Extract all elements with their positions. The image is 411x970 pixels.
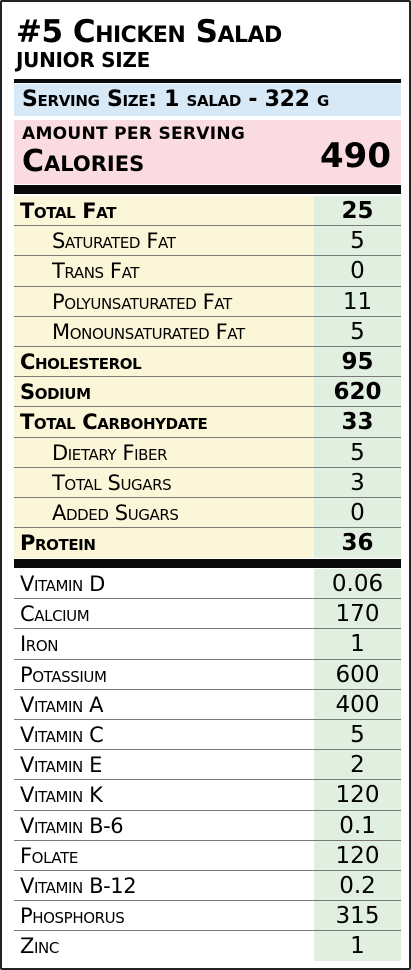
nutrient-name: Dietary Fiber [52,440,168,465]
table-row: Saturated Fat 5 [14,226,401,257]
amount-per-serving-label: Amount per serving [22,124,246,144]
vitamin-name: Phosphorus [20,904,125,929]
calories-section: Amount per serving Calories 490 [14,120,401,184]
table-row: Vitamin K 120 [14,780,401,811]
vitamin-value: 2 [350,752,365,779]
nutrient-value: 25 [341,198,374,224]
nutrient-name: Polyunsaturated Fat [52,289,232,314]
table-row: Polyunsaturated Fat 11 [14,286,401,317]
vitamin-value: 0.1 [339,812,376,839]
table-row: Dietary Fiber 5 [14,437,401,468]
nutrient-name: Saturated Fat [52,229,176,254]
table-row: Vitamin D 0.06 [14,569,401,600]
vitamin-name: Vitamin E [20,753,102,778]
vitamin-value: 600 [335,661,380,688]
table-row: Sodium 620 [14,377,401,408]
product-size: Junior Size [16,48,150,72]
nutrient-name: Protein [20,531,96,556]
table-row: Total Sugars 3 [14,467,401,498]
nutrient-value: 0 [350,499,365,526]
table-row: Vitamin C 5 [14,719,401,751]
vitamin-name: Calcium [20,602,90,627]
nutrient-name: Sodium [20,380,91,405]
table-row: Added Sugars 0 [14,497,401,529]
nutrient-value: 95 [341,348,374,375]
table-row: Cholesterol 95 [14,346,401,378]
vitamin-value: 400 [335,691,380,718]
table-row: Total Carbohydate 33 [14,407,401,438]
thick-divider [14,185,401,194]
vitamin-name: Iron [20,632,59,657]
nutrient-value: 5 [350,318,365,345]
vitamin-name: Potassium [20,662,107,687]
table-row: Total Fat 25 [14,196,401,227]
calories-value: 490 [320,136,391,176]
nutrient-name: Total Carbohydate [20,410,208,435]
table-row: Trans Fat 0 [14,256,401,287]
nutrient-value: 620 [333,379,382,406]
vitamin-name: Vitamin D [20,572,105,596]
nutrient-value: 5 [350,228,365,255]
nutrient-value: 5 [350,439,365,466]
nutrient-name: Cholesterol [20,349,142,374]
table-row: Vitamin B-6 0.1 [14,810,401,841]
vitamin-name: Zinc [20,934,59,959]
nutrient-value: 33 [341,409,374,436]
serving-size: Serving Size: 1 salad - 322 g [14,84,401,116]
vitamin-value: 0.2 [339,872,376,899]
vitamin-value: 1 [350,933,365,960]
table-row: Zinc 1 [14,931,401,962]
divider [14,79,401,83]
vitamin-name: Vitamin B-12 [20,873,137,898]
nutrient-value: 3 [350,469,365,496]
table-row: Phosphorus 315 [14,901,401,932]
nutrient-table: Total Fat 25 Saturated Fat 5 Trans Fat 0 Po… [14,196,401,559]
nutrient-name: Added Sugars [52,500,179,525]
vitamin-value: 120 [335,842,380,869]
table-row: Vitamin B-12 0.2 [14,870,401,902]
nutrient-name: Total Fat [20,199,117,223]
vitamin-value: 120 [335,782,380,809]
table-row: Folate 120 [14,840,401,871]
vitamin-value: 5 [350,721,365,748]
product-title: #5 Chicken Salad [16,14,282,50]
nutrient-value: 11 [342,288,373,315]
table-row: Protein 36 [14,528,401,559]
vitamin-value: 170 [335,601,380,628]
table-row: Iron 1 [14,629,401,660]
vitamin-name: Vitamin B-6 [20,813,124,838]
table-row: Potassium 600 [14,659,401,690]
vitamin-name: Vitamin C [20,722,104,747]
vitamin-value: 315 [335,903,380,930]
vitamin-name: Vitamin K [20,783,103,808]
vitamin-value: 1 [350,631,365,658]
calories-label: Calories [22,144,145,179]
nutrient-value: 0 [350,258,365,285]
vitamin-mineral-table: Vitamin D 0.06 Calcium 170 Iron 1 Potassium… [14,569,401,962]
vitamin-name: Folate [20,843,78,868]
vitamin-value: 0.06 [331,571,384,597]
nutrient-value: 36 [341,530,374,557]
nutrient-name: Monounsaturated Fat [52,319,245,344]
nutrient-name: Trans Fat [52,259,140,284]
vitamin-name: Vitamin A [20,692,104,717]
table-row: Vitamin E 2 [14,750,401,781]
table-row: Monounsaturated Fat 5 [14,316,401,347]
table-row: Calcium 170 [14,599,401,630]
thick-divider [14,559,401,568]
table-row: Vitamin A 400 [14,689,401,720]
nutrient-name: Total Sugars [52,470,172,495]
